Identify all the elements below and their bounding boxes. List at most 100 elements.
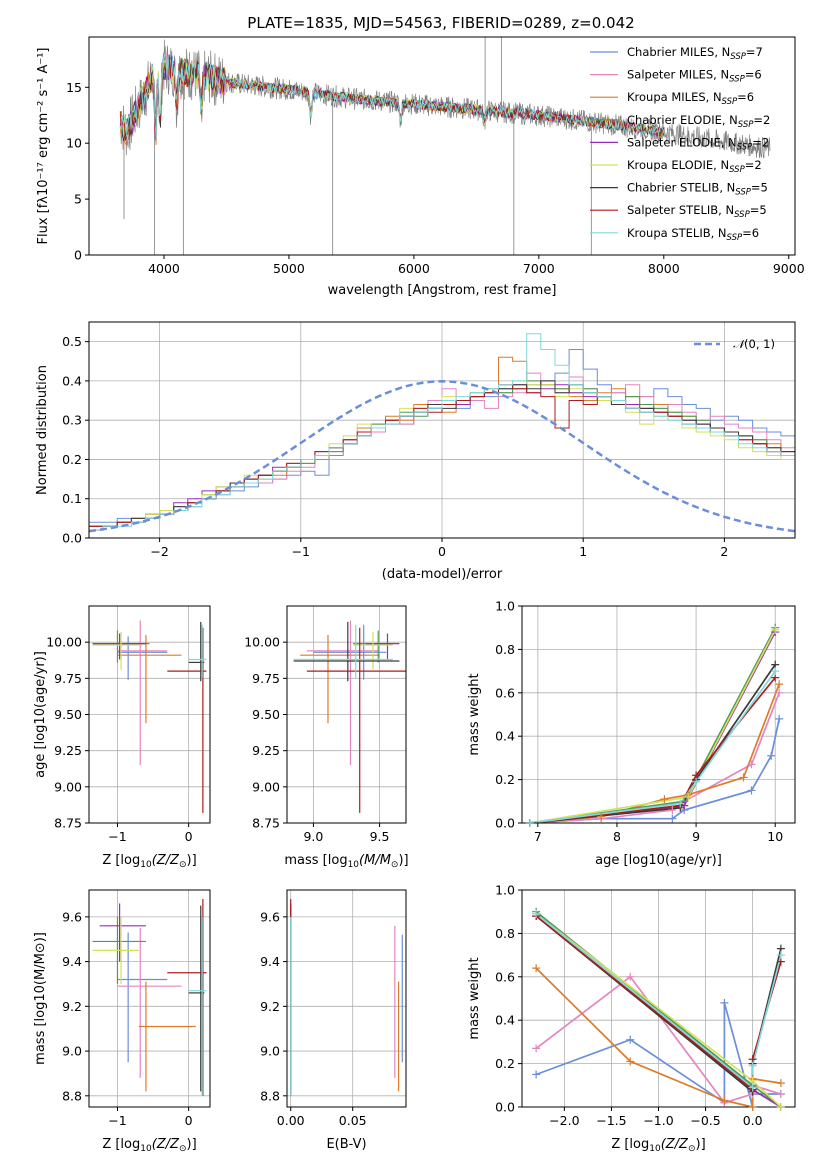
x-tick-label: −1	[292, 544, 310, 559]
weight-marker	[747, 786, 756, 795]
axes-frame	[88, 36, 796, 256]
weight-marker	[684, 792, 693, 801]
x-tick-label: 9.5	[370, 829, 390, 844]
x-tick-label: 9000	[773, 261, 805, 276]
axes-age-vs-Z: −1 0 8.75 9.00 9.25 9.50 9.75 10.00 Z [log10(Z/Z…	[33, 605, 211, 870]
weight-marker	[668, 805, 677, 814]
x-tick-label: −1	[108, 1113, 126, 1128]
x-axis-label: age [log10(age/yr)]	[595, 853, 722, 868]
weight-marker	[748, 1061, 757, 1070]
x-axis-label: Z [log10(Z/Z⊙)]	[611, 1137, 705, 1154]
x-tick-label: 8	[613, 829, 621, 844]
y-tick-label: 9.75	[252, 671, 280, 686]
y-tick-label: 0.1	[62, 491, 82, 506]
x-axis-label: Z [log10(Z/Z⊙)]	[102, 1137, 196, 1154]
legend-entry: Kroupa MILES, NSSP=6	[627, 90, 754, 107]
spectrum-model-line	[119, 53, 665, 139]
x-tick-label: −1	[108, 829, 126, 844]
x-tick-label: 4000	[148, 261, 180, 276]
y-tick-label: 0.8	[495, 926, 515, 941]
x-tick-label: −2	[150, 544, 168, 559]
weight-series-line	[535, 975, 782, 1104]
weight-marker	[747, 760, 756, 769]
x-tick-label: 0.00	[277, 1113, 305, 1128]
x-tick-label: 10	[767, 829, 783, 844]
legend-entry: Salpeter STELIB, NSSP=5	[627, 203, 767, 220]
y-tick-label: 9.25	[54, 743, 82, 758]
y-tick-label: 9.4	[260, 954, 280, 969]
axes-frame	[88, 889, 211, 1108]
y-tick-label: 8.8	[260, 1088, 280, 1103]
legend-entry: Salpeter ELODIE, NSSP=2	[627, 135, 769, 152]
gaussian-curve	[89, 380, 795, 533]
x-axis-label: E(B-V)	[326, 1137, 366, 1152]
plot-area	[92, 898, 207, 1096]
weight-marker	[626, 972, 635, 981]
axes-weight-vs-age: 7 8 9 10 0.0 0.2 0.4 0.6 0.8 1.0 age [log10(age/yr…	[467, 599, 796, 868]
y-tick-label: 9.50	[252, 707, 280, 722]
weight-marker	[748, 1103, 757, 1111]
y-tick-label: 8.8	[62, 1088, 82, 1103]
y-axis-label: age [log10(age/yr)]	[33, 651, 48, 778]
x-axis-label: (data-model)/error	[382, 567, 503, 582]
y-tick-label: 9.6	[260, 909, 280, 924]
weight-marker	[771, 625, 780, 634]
x-tick-label: −1.0	[643, 1113, 673, 1128]
y-tick-label: 9.0	[62, 1044, 82, 1059]
legend-entry: Kroupa STELIB, NSSP=6	[627, 226, 759, 243]
weight-marker	[532, 909, 541, 918]
y-tick-label: 0.2	[495, 772, 515, 787]
weight-marker	[532, 964, 541, 973]
axes-frame	[521, 605, 796, 824]
legend-entry: Kroupa ELODIE, NSSP=2	[627, 158, 762, 175]
y-tick-label: 5	[74, 192, 82, 207]
plot-area	[293, 620, 406, 813]
y-tick-label: 0	[74, 248, 82, 263]
y-tick-label: 1.0	[495, 883, 515, 898]
plot-area	[290, 898, 403, 1096]
y-axis-label: mass weight	[467, 957, 482, 1039]
weight-marker	[775, 714, 784, 723]
weight-marker	[626, 1035, 635, 1044]
y-tick-label: 0.2	[495, 1056, 515, 1071]
plot-area	[92, 620, 207, 813]
y-tick-label: 9.00	[252, 779, 280, 794]
legend-entry: Salpeter MILES, NSSP=6	[627, 68, 762, 85]
axes-age-vs-mass: 9.0 9.5 8.75 9.00 9.25 9.50 9.75 10.00 mass [log…	[244, 605, 409, 870]
x-axis-label: wavelength [Angstrom, rest frame]	[328, 283, 557, 298]
y-tick-label: 10	[66, 136, 82, 151]
y-tick-label: 10.00	[46, 635, 82, 650]
axes-residuals: −2 −1 0 1 2 0.0 0.1 0.2 0.3 0.4 0.5 𝒩(0, 1) (data-mo…	[35, 321, 796, 582]
y-tick-label: 0.4	[495, 1013, 515, 1028]
weight-marker	[771, 667, 780, 676]
y-tick-label: 0.5	[62, 334, 82, 349]
axes-mass-vs-EBV: 0.00 0.05 8.8 9.0 9.2 9.4 9.6 E(B-V)	[260, 889, 407, 1152]
x-tick-label: −0.5	[690, 1113, 720, 1128]
y-tick-label: 9.75	[54, 671, 82, 686]
y-tick-label: 0.6	[495, 685, 515, 700]
x-tick-label: −1.5	[596, 1113, 626, 1128]
weight-marker	[739, 773, 748, 782]
y-tick-label: 0.0	[495, 1100, 515, 1115]
y-tick-label: 8.75	[252, 816, 280, 831]
weight-marker	[597, 812, 606, 821]
x-tick-label: 7000	[523, 261, 555, 276]
y-tick-label: 9.25	[252, 743, 280, 758]
x-tick-label: 0	[185, 1113, 193, 1128]
y-tick-label: 9.6	[62, 909, 82, 924]
x-tick-label: 8000	[648, 261, 680, 276]
y-tick-label: 0.8	[495, 642, 515, 657]
y-tick-label: 0.4	[62, 373, 82, 388]
plot-area	[89, 333, 795, 533]
x-tick-label: 0.05	[339, 1113, 367, 1128]
weight-marker	[668, 814, 677, 823]
y-tick-label: 10.00	[244, 635, 280, 650]
weight-marker	[720, 998, 729, 1007]
legend-entry: Chabrier ELODIE, NSSP=2	[627, 113, 770, 130]
weight-marker	[776, 1089, 785, 1098]
y-tick-label: 9.2	[62, 999, 82, 1014]
x-tick-label: 5000	[273, 261, 305, 276]
x-tick-label: 6000	[398, 261, 430, 276]
y-tick-label: 9.00	[54, 779, 82, 794]
